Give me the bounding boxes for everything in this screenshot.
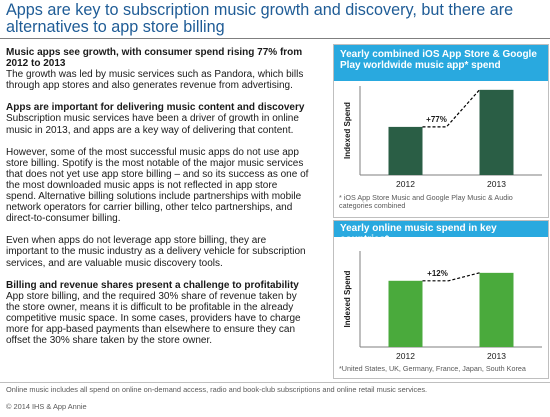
paragraph-text: However, some of the most successful mus… — [6, 146, 309, 225]
app-spend-chart: Indexed Spend 2012 2013 +77% — [343, 86, 542, 189]
growth-label: +12% — [427, 269, 448, 278]
paragraph: Billing and revenue shares present a cha… — [6, 280, 310, 347]
paragraph: Even when apps do not leverage app store… — [6, 235, 310, 268]
title-divider — [0, 38, 550, 39]
chart-title: Yearly online music spend in key countri… — [334, 221, 548, 245]
bar-2012 — [388, 280, 423, 347]
paragraph: Music apps see growth, with consumer spe… — [6, 47, 310, 91]
online-spend-chart: Indexed Spend 2012 2013 +12% — [343, 251, 542, 361]
bar-2013 — [479, 272, 514, 347]
paragraph: Apps are important for delivering music … — [6, 102, 310, 135]
paragraph-text: App store billing, and the required 30% … — [6, 290, 301, 347]
x-tick-label: 2012 — [396, 179, 415, 189]
paragraph: However, some of the most successful mus… — [6, 147, 310, 225]
x-tick-label: 2012 — [396, 351, 415, 361]
body-text: Music apps see growth, with consumer spe… — [6, 47, 310, 357]
page-title: Apps are key to subscription music growt… — [6, 1, 514, 36]
app-spend-chart-panel: Yearly combined iOS App Store & Google P… — [333, 44, 549, 218]
paragraph-text: The growth was led by music services suc… — [6, 69, 304, 92]
footer-divider — [0, 382, 550, 383]
growth-label: +77% — [426, 115, 447, 124]
paragraph-heading: Music apps see growth, with consumer spe… — [6, 47, 303, 70]
online-spend-chart-panel: Yearly online music spend in key countri… — [333, 220, 549, 379]
growth-connector — [422, 89, 480, 128]
y-axis-label: Indexed Spend — [343, 102, 352, 159]
growth-connector — [422, 272, 480, 282]
chart-note: *United States, UK, Germany, France, Jap… — [339, 364, 526, 373]
bar-2013 — [479, 89, 514, 175]
footnote: Online music includes all spend on onlin… — [6, 385, 428, 394]
copyright: © 2014 IHS & App Annie — [6, 402, 87, 411]
paragraph-heading: Apps are important for delivering music … — [6, 102, 305, 114]
paragraph-heading: Billing and revenue shares present a cha… — [6, 279, 299, 291]
chart-title: Yearly combined iOS App Store & Google P… — [334, 45, 548, 81]
chart-note: * iOS App Store Music and Google Play Mu… — [339, 193, 513, 210]
paragraph-text: Even when apps do not leverage app store… — [6, 235, 306, 269]
x-tick-label: 2013 — [487, 179, 506, 189]
x-tick-label: 2013 — [487, 351, 506, 361]
y-axis-label: Indexed Spend — [343, 270, 352, 327]
bar-2012 — [388, 126, 423, 175]
paragraph-text: Subscription music services have been a … — [6, 113, 299, 136]
